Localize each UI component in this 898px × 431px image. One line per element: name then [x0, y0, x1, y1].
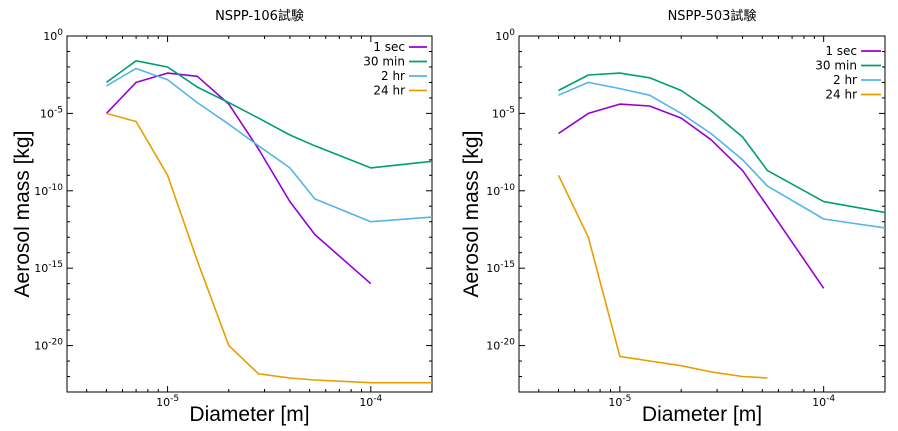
chart-panel-nspp-503: NSPP-503試験 100 10-5 10-10 10-15 10-20 10-5 10-4… [449, 0, 898, 431]
legend-label: 1 sec [825, 44, 857, 58]
y-axis-label: Aerosol mass [kg] [460, 131, 483, 298]
plot-frame [66, 35, 433, 393]
series-line-1-sec [558, 103, 825, 289]
plot-frame [518, 35, 886, 393]
y-tick-label: 10-10 [34, 183, 63, 198]
y-tick-label: 10-10 [486, 183, 515, 198]
x-axis-label: Diameter [m] [642, 403, 762, 426]
y-tick-label: 100 [495, 28, 515, 43]
y-tick-label: 10-20 [34, 338, 63, 353]
x-axis-label: Diameter [m] [189, 403, 309, 426]
series-line-30-min [105, 59, 432, 169]
y-axis-label: Aerosol mass [kg] [11, 131, 34, 298]
chart-nspp-106: NSPP-106試験 100 10-5 10-10 10-15 10-20 10-5 10-4… [11, 8, 433, 426]
series-line-24-hr [106, 112, 432, 384]
chart-nspp-503: NSPP-503試験 100 10-5 10-10 10-15 10-20 10-5 10-4… [460, 8, 886, 426]
y-tick-label: 10-5 [40, 105, 63, 120]
chart-panel-nspp-106: NSPP-106試験 100 10-5 10-10 10-15 10-20 10-5 10-4… [11, 8, 433, 426]
y-tick-label: 10-15 [34, 260, 63, 275]
series-line-24-hr [557, 174, 768, 379]
legend-label: 1 sec [373, 40, 405, 54]
series-line-30-min [558, 72, 885, 214]
chart-title: NSPP-106試験 [215, 8, 304, 24]
y-tick-label: 10-20 [486, 338, 515, 353]
legend-label: 24 hr [825, 88, 857, 102]
x-tick-label: 10-5 [608, 394, 631, 409]
x-tick-label: 10-5 [156, 394, 179, 409]
series-line-2-hr [105, 67, 432, 223]
y-tick-label: 10-15 [486, 260, 515, 275]
legend-label: 24 hr [373, 84, 405, 98]
series-line-2-hr [558, 81, 885, 229]
series-line-1-sec [105, 72, 372, 285]
chart-title: NSPP-503試験 [668, 8, 757, 24]
y-tick-label: 10-5 [492, 105, 515, 120]
y-tick-label: 100 [43, 28, 63, 43]
legend-label: 30 min [363, 55, 405, 69]
legend-label: 30 min [815, 59, 857, 73]
legend-label: 2 hr [833, 73, 857, 87]
x-tick-label: 10-4 [359, 394, 382, 409]
x-tick-label: 10-4 [812, 394, 835, 409]
legend-label: 2 hr [381, 69, 405, 83]
